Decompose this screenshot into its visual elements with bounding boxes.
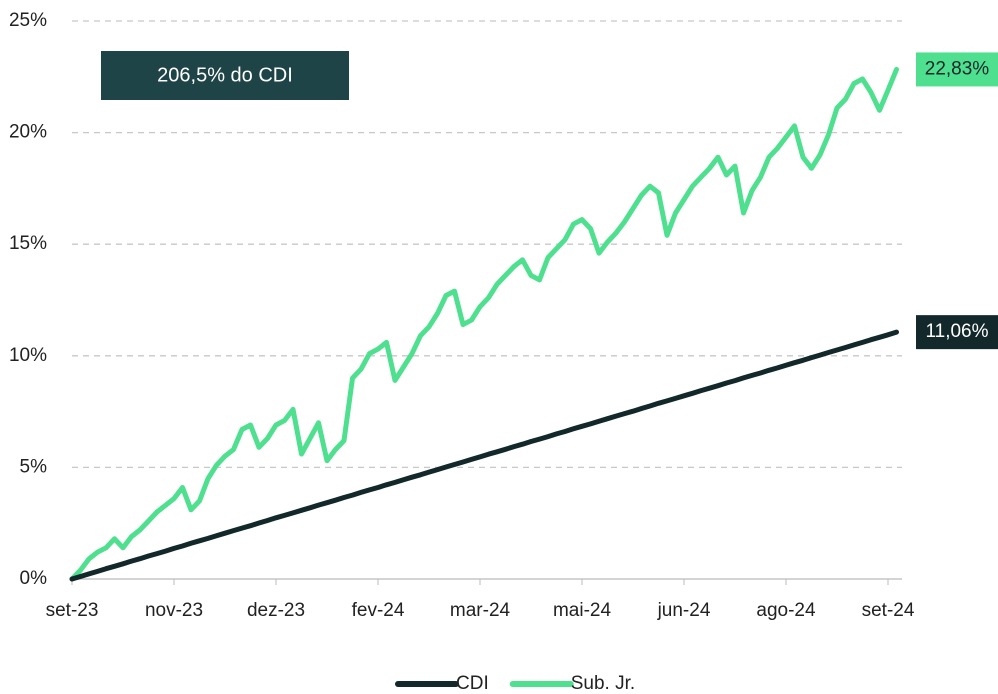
x-tick-label: nov-23 — [145, 600, 203, 621]
x-tick-label: set-23 — [46, 600, 99, 621]
end-label-box — [916, 52, 998, 87]
x-tick-label: ago-24 — [756, 600, 816, 621]
x-tick-label: mar-24 — [450, 600, 511, 621]
x-tick-label: jun-24 — [657, 600, 711, 621]
y-tick-label: 5% — [20, 456, 48, 477]
x-tick-label: dez-23 — [247, 600, 305, 621]
line — [69, 329, 899, 582]
annotation: 206,5% do CDI — [157, 64, 293, 86]
x-tick-label: mai-24 — [553, 600, 612, 621]
y-tick-label: 15% — [9, 233, 47, 254]
legend-label: CDI — [456, 673, 489, 694]
end-label-box — [916, 315, 998, 350]
x-tick-label: fev-24 — [352, 600, 405, 621]
y-tick-label: 20% — [9, 122, 47, 143]
annotation-box — [101, 51, 349, 100]
end-label: 11,06% — [925, 321, 988, 342]
x-tick-label: set-24 — [862, 600, 915, 621]
line — [69, 66, 899, 582]
end-label: 22,83% — [925, 58, 990, 79]
legend-label: Sub. Jr. — [571, 673, 635, 694]
y-tick-label: 25% — [9, 10, 47, 31]
y-tick-label: 10% — [9, 345, 47, 366]
y-tick-label: 0% — [20, 568, 48, 589]
